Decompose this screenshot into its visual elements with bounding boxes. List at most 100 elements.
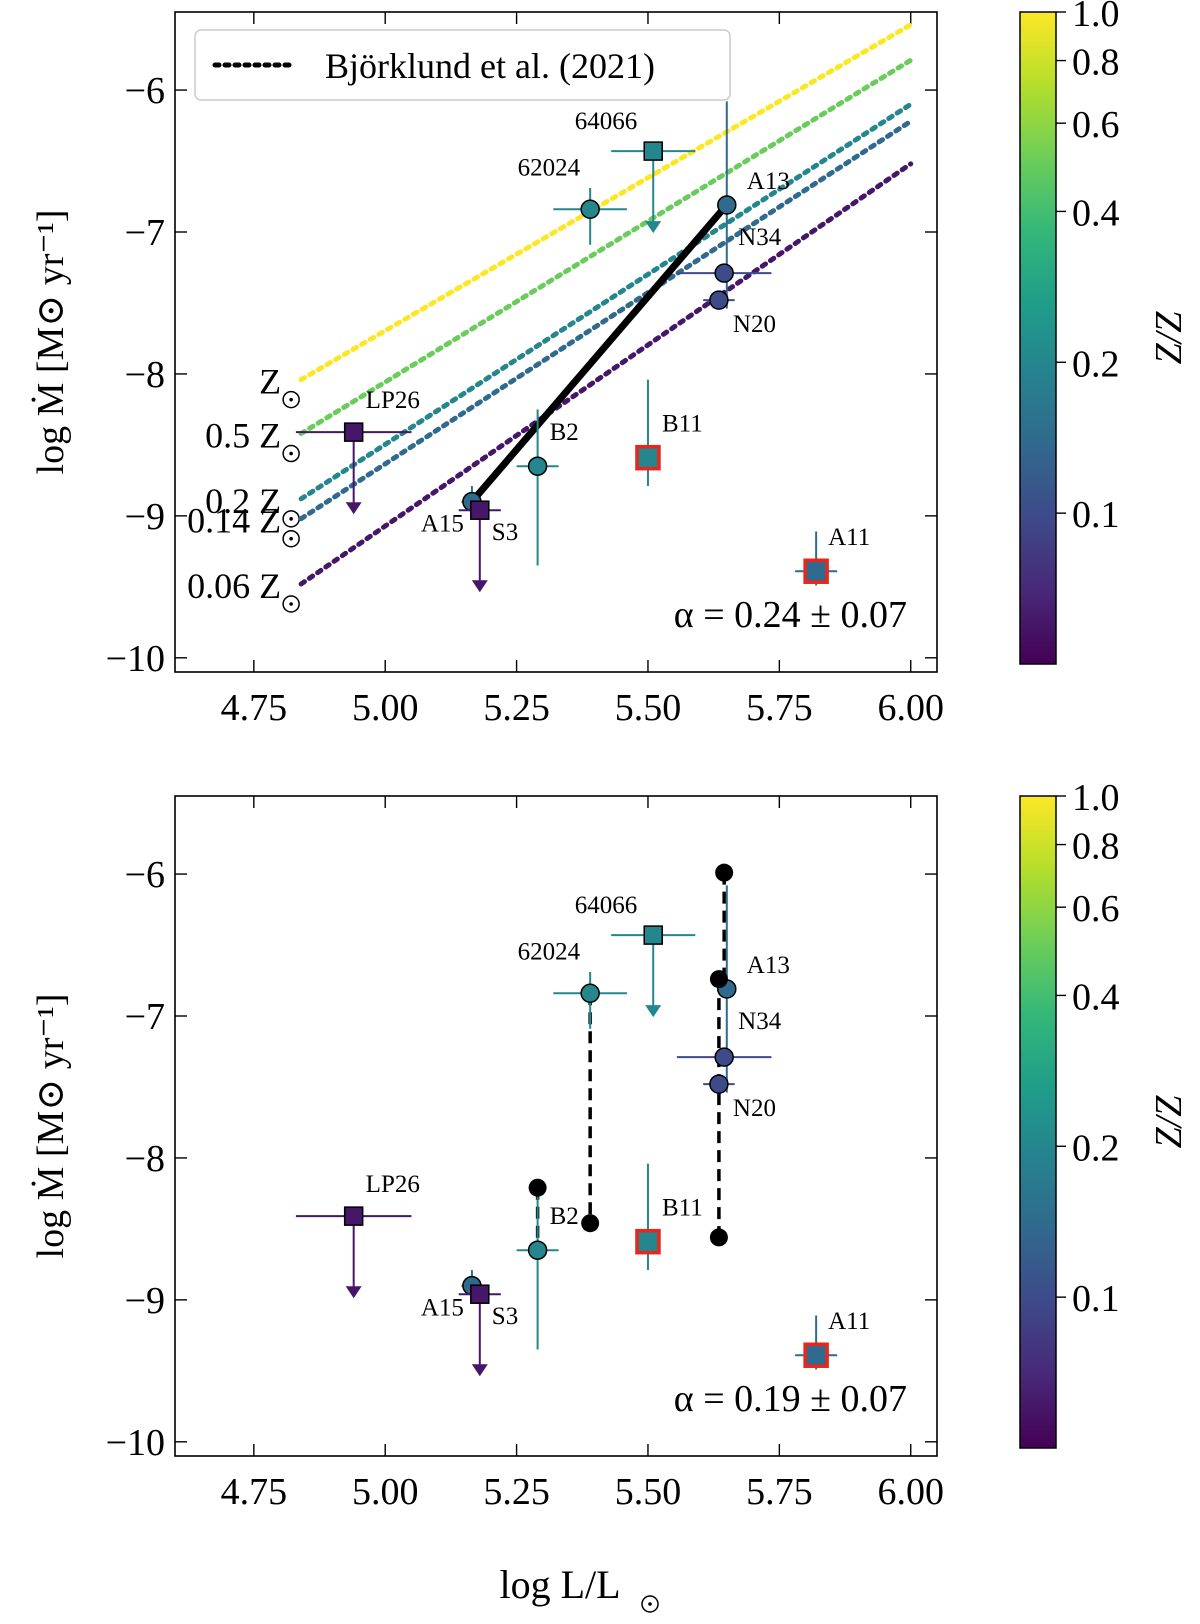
star-label: N20 [733,1095,776,1122]
star-point: N34 [676,224,782,283]
star-point: 64066 [575,108,696,234]
plot-frame [174,11,938,673]
bjorklund-line-label: Z [259,362,281,402]
sun-symbol-dot [289,451,293,456]
marker-square [343,422,364,442]
star-point: 62024 [518,154,627,245]
y-tick-label: −8 [125,354,165,396]
marker-circle [709,1074,729,1094]
colorbar: 1.0 0.8 0.6 0.4 0.2 0.1 Z/Z [1019,0,1190,665]
bjorklund-line [298,161,914,587]
y-tick-label: −10 [106,1422,165,1464]
marker-square-highlight [803,1342,829,1368]
bjorklund-line-label: 0.2 Z [205,481,281,521]
x-tick-label: 5.25 [483,687,550,729]
sun-symbol-dot [289,517,293,521]
marker-circle [580,983,600,1004]
x-tick-label: 5.50 [615,1471,682,1513]
y-tick-label: −9 [125,1280,165,1322]
marker-square [470,500,490,520]
marker-circle [717,195,737,215]
star-label: S3 [492,519,518,546]
star-point: A13 [717,101,790,309]
upper-limit-arrow [471,1364,488,1377]
star-label: B2 [550,1203,579,1230]
star-point: A13 [717,885,790,1093]
colorbar-tick-label: 0.1 [1072,1278,1120,1320]
y-tick-label: −6 [125,854,165,896]
sun-symbol [641,1595,659,1613]
colorbar-label: Z/Z [1148,311,1190,365]
sun-symbol-dot [648,1602,652,1606]
star-label: 64066 [575,892,638,919]
colorbar-tick-label: 0.1 [1072,494,1120,536]
colorbar: 1.0 0.8 0.6 0.4 0.2 0.1 Z/Z [1019,777,1190,1449]
marker-square-highlight [635,1228,661,1255]
colorbar-gradient [1019,795,1057,1449]
model-point [709,970,728,989]
x-tick-label: 5.25 [483,1471,550,1513]
star-label: 62024 [518,154,581,181]
star-label: N20 [733,311,776,338]
sun-symbol [282,529,300,548]
sun-symbol-dot [289,536,293,541]
marker-square [643,925,663,945]
colorbar-label-text: Z/Z [1148,1095,1190,1149]
x-tick-label: 5.75 [746,687,813,729]
colorbar-label-text: Z/Z [1148,311,1190,365]
upper-limit-arrow [345,502,362,515]
star-point: B11 [635,379,703,487]
bjorklund-line [298,57,914,437]
plot-frame [174,795,938,1457]
star-point: A11 [795,1308,870,1370]
star-label: A15 [421,511,464,538]
star-label: B2 [550,419,579,446]
x-axis-label: log L/L [499,1562,659,1613]
star-point: N20 [703,290,776,338]
model-point [715,863,734,882]
star-point: 62024 [518,938,627,1029]
star-point: N34 [676,1008,782,1067]
bjorklund-line-label: 0.5 Z [205,416,281,456]
bottom-panel: 4.75 5.00 5.25 5.50 5.75 6.00 −10 −9 −8 −7 −6 log M… [30,777,1190,1513]
colorbar-tick-label: 0.6 [1072,104,1120,146]
y-tick-label: −7 [125,996,165,1038]
sun-symbol [282,390,300,409]
model-point [709,1228,728,1247]
colorbar-label: Z/Z [1148,1095,1190,1149]
star-point: A11 [795,524,870,586]
fit-line [469,205,727,504]
star-point: N20 [703,1074,776,1122]
star-label: 64066 [575,108,638,135]
colorbar-tick-label: 0.8 [1072,826,1120,868]
x-tick-label: 6.00 [877,687,944,729]
x-tick-label: 6.00 [877,1471,944,1513]
bjorklund-line [298,118,914,522]
marker-circle [580,199,600,220]
marker-circle [527,456,548,476]
alpha-annotation: α = 0.24 ± 0.07 [674,594,907,636]
colorbar-tick-label: 0.4 [1072,976,1120,1018]
x-tick-label: 5.75 [746,1471,813,1513]
star-point: S3 [458,1284,518,1377]
star-label: S3 [492,1303,518,1330]
star-label: A11 [828,524,870,551]
star-label: N34 [738,1008,782,1035]
x-axis-label-text: log L/L [499,1562,620,1607]
sun-symbol-dot [289,602,293,606]
marker-square [343,1206,364,1226]
star-label: B11 [662,411,703,438]
x-tick-label: 4.75 [221,687,288,729]
marker-square [470,1284,490,1304]
alpha-annotation: α = 0.19 ± 0.07 [674,1378,907,1420]
star-point: LP26 [295,387,420,515]
bjorklund-line [298,101,914,502]
sun-symbol [282,444,300,463]
colorbar-tick-label: 0.4 [1072,192,1120,234]
y-axis-label: log Ṁ [M⊙ yr⁻¹] [30,994,72,1259]
star-point: 64066 [575,892,696,1018]
sun-symbol-dot [289,397,293,402]
x-tick-label: 5.00 [352,687,419,729]
upper-limit-arrow [645,221,662,234]
star-point: B11 [635,1163,703,1271]
